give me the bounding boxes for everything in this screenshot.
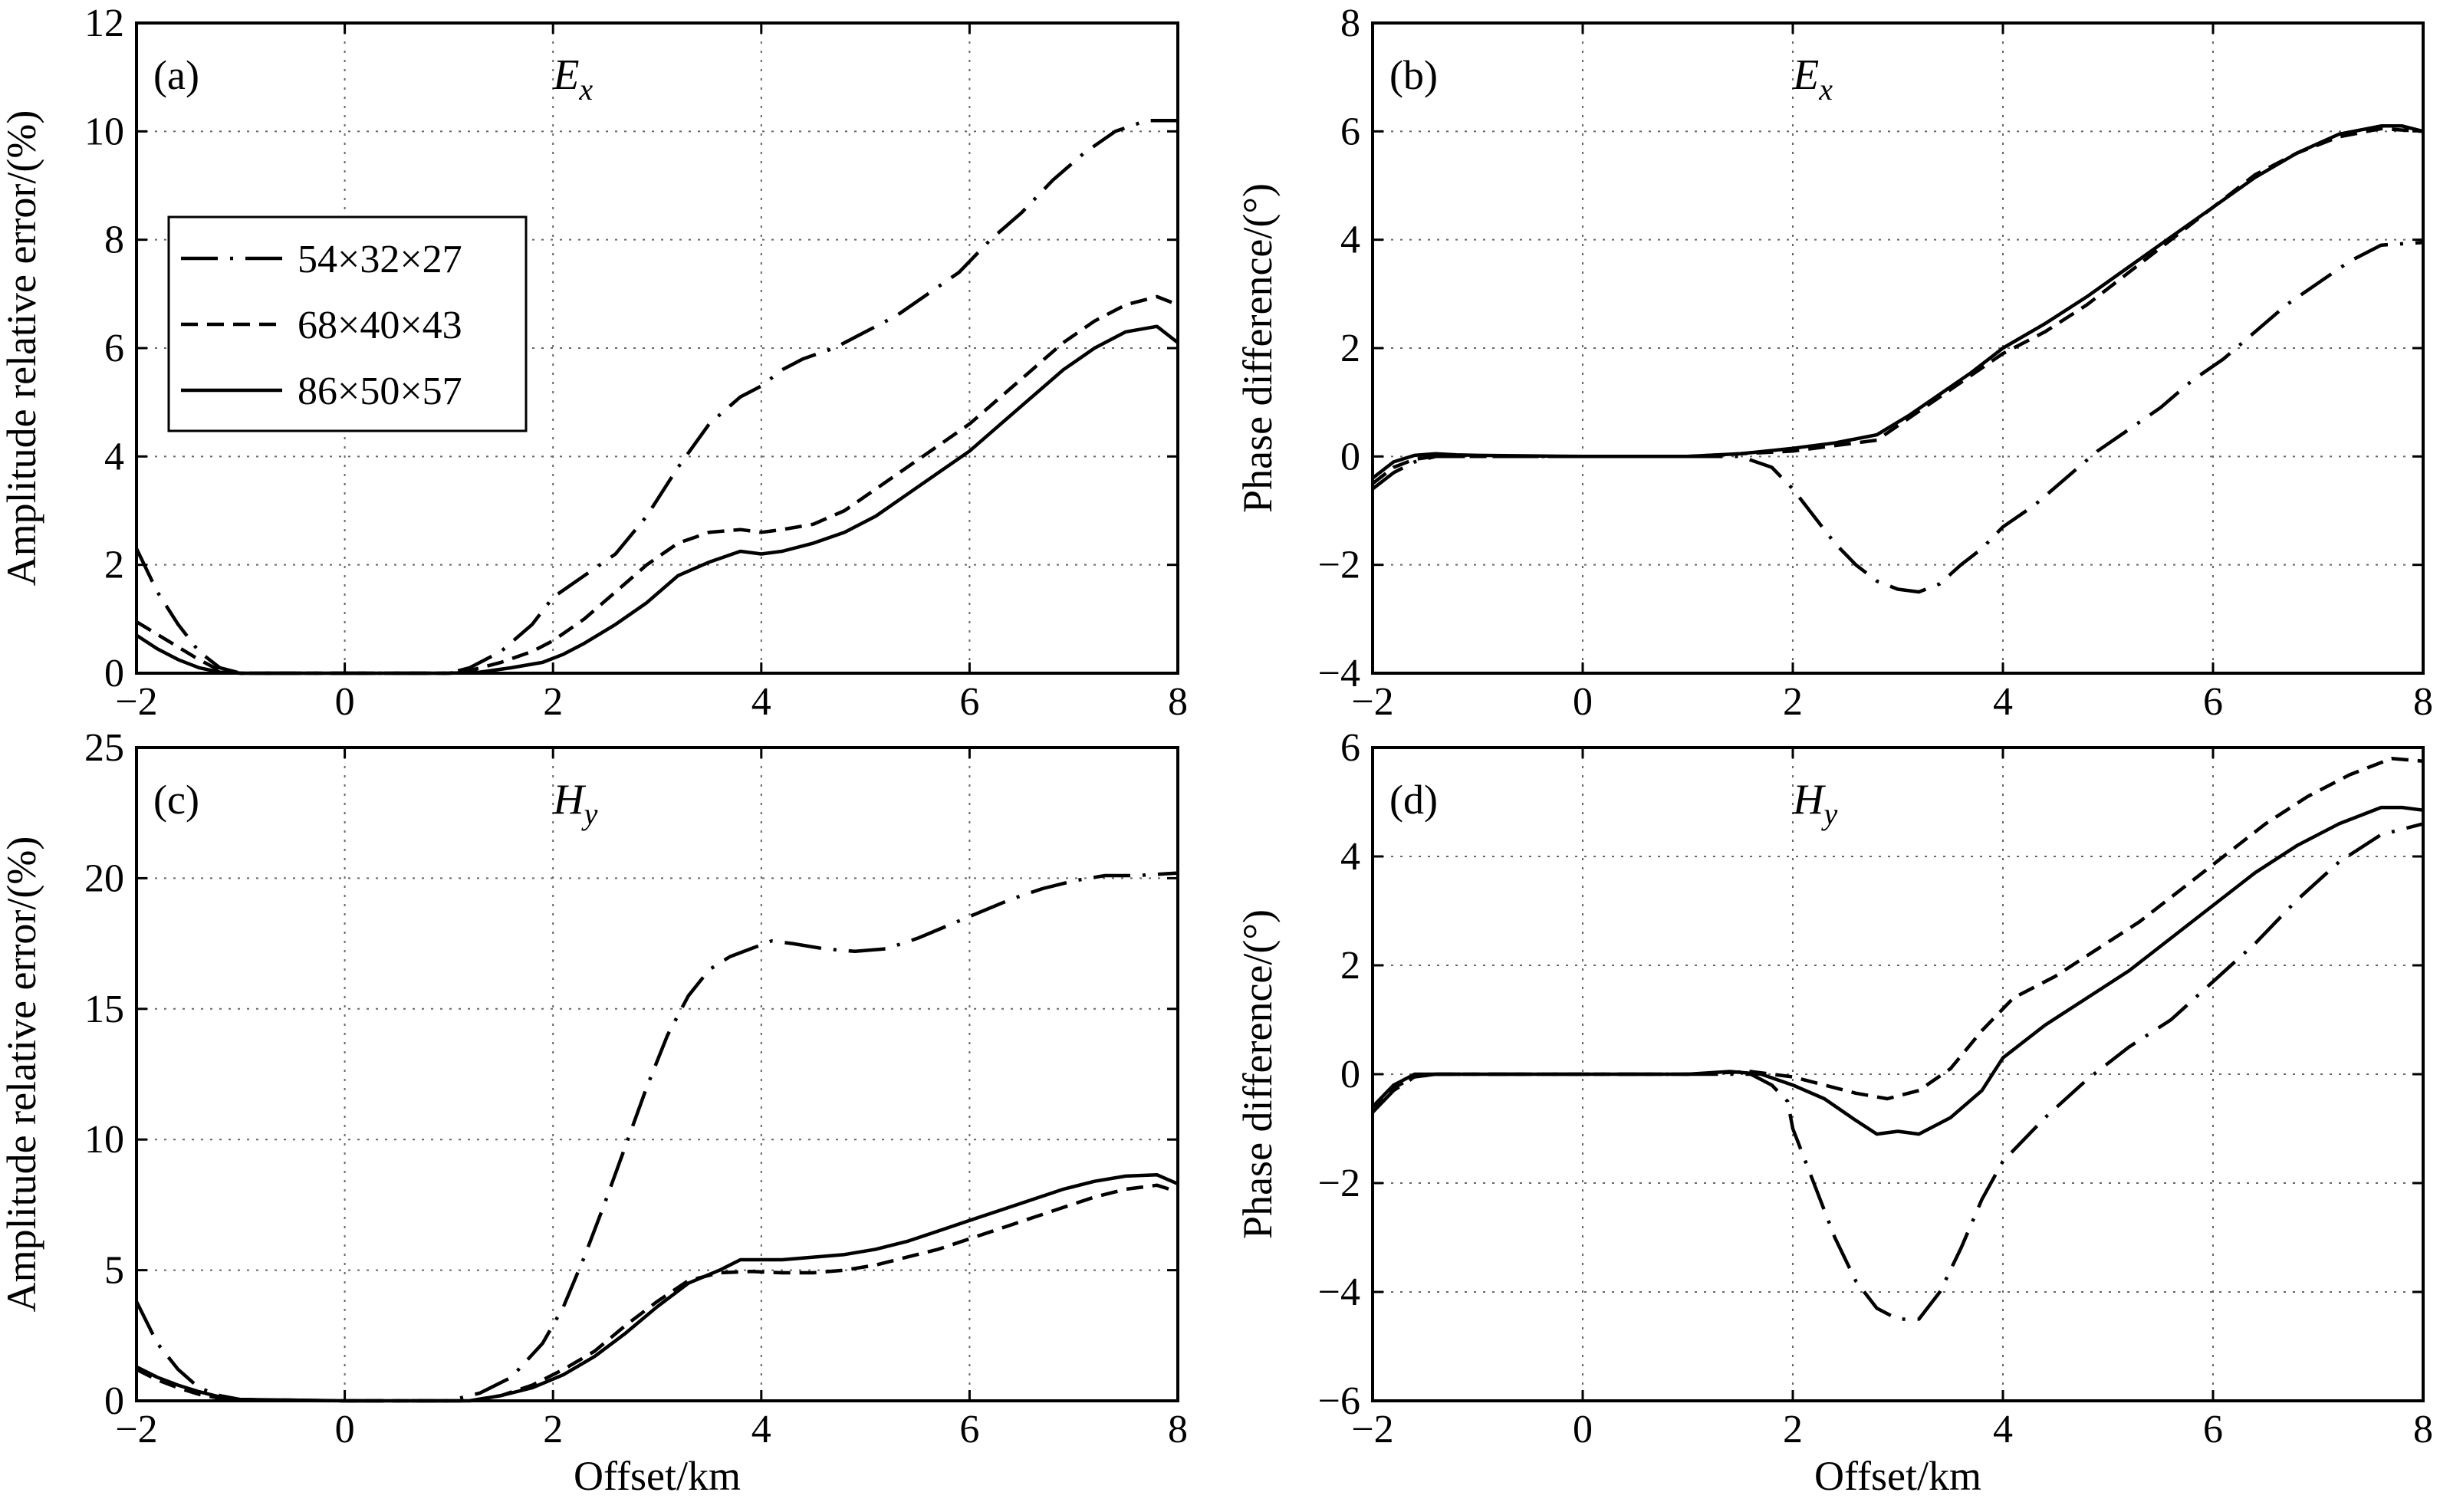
y-tick-label: 8: [1340, 2, 1360, 45]
x-tick-label: 0: [335, 1408, 355, 1451]
y-tick-label: 6: [1340, 726, 1360, 770]
legend-label: 86×50×57: [298, 370, 462, 413]
y-tick-label: 0: [104, 652, 124, 695]
plot-frame: [135, 746, 1179, 1402]
plot-frame: [1371, 21, 2425, 675]
series-54x32x27: [1371, 240, 2424, 594]
y-tick-label: −4: [1318, 1270, 1360, 1314]
y-axis-label: Amplitude relative error/(%): [0, 110, 44, 587]
x-tick-label: 0: [1573, 680, 1593, 724]
y-tick-label: 2: [1340, 944, 1360, 988]
component-main: E: [552, 51, 579, 99]
x-tick-label: 4: [751, 680, 771, 724]
y-tick-label: 0: [1340, 435, 1360, 478]
y-axis-label: Phase difference/(°): [1235, 909, 1281, 1239]
panel-tag: (b): [1389, 52, 1438, 98]
y-tick-label: 4: [1340, 835, 1360, 879]
panel-tag: (a): [153, 52, 199, 98]
x-tick-label: −2: [115, 1408, 157, 1451]
y-tick-label: −6: [1318, 1379, 1360, 1423]
y-tick-label: 10: [84, 110, 124, 153]
y-tick-label: 6: [104, 327, 124, 370]
plot-frame: [1371, 746, 2425, 1402]
series-54x32x27: [1371, 822, 2424, 1321]
series-86x50x57: [1371, 805, 2424, 1136]
x-tick-label: −2: [1351, 1408, 1393, 1451]
x-tick-label: 2: [543, 1408, 563, 1451]
x-tick-label: 4: [751, 1408, 771, 1451]
legend-label: 54×32×27: [298, 238, 462, 281]
x-tick-label: 8: [2413, 1408, 2433, 1451]
x-tick-label: 8: [1168, 1408, 1188, 1451]
y-tick-label: 0: [104, 1379, 124, 1423]
component-label: Ex: [552, 51, 593, 107]
panel-tag: (c): [153, 777, 199, 823]
y-axis-label: Phase difference/(°): [1235, 183, 1281, 513]
series-86x50x57: [1371, 124, 2424, 480]
series-68x40x43: [1371, 756, 2424, 1114]
y-tick-label: 6: [1340, 110, 1360, 153]
series-86x50x57: [135, 1172, 1179, 1403]
legend-box: [167, 215, 528, 432]
x-tick-label: 2: [543, 680, 563, 724]
x-axis-label: Offset/km: [574, 1453, 741, 1499]
y-tick-label: −2: [1318, 1162, 1360, 1205]
legend: 54×32×27 68×40×43 86×50×57: [167, 215, 528, 432]
y-tick-label: −4: [1318, 652, 1360, 695]
y-tick-label: 4: [104, 435, 124, 478]
x-tick-label: 8: [2413, 680, 2433, 724]
x-tick-label: 0: [335, 680, 355, 724]
x-tick-label: 4: [1993, 1408, 2013, 1451]
x-tick-label: −2: [1351, 680, 1393, 724]
x-tick-label: 2: [1783, 680, 1803, 724]
component-sub: y: [1820, 797, 1837, 831]
component-sub: y: [581, 797, 598, 831]
y-tick-label: 10: [84, 1118, 124, 1162]
component-main: H: [552, 776, 586, 823]
y-tick-label: 4: [1340, 219, 1360, 262]
component-label: Hy: [552, 776, 597, 831]
y-tick-label: 15: [84, 988, 124, 1031]
series-68x40x43: [1371, 127, 2424, 485]
y-tick-label: 0: [1340, 1053, 1360, 1096]
series-68x40x43: [135, 1183, 1179, 1403]
x-tick-label: 6: [959, 1408, 979, 1451]
component-sub: x: [578, 72, 593, 107]
y-tick-label: 2: [104, 544, 124, 587]
component-main: H: [1792, 776, 1826, 823]
x-tick-label: 0: [1573, 1408, 1593, 1451]
x-tick-label: 4: [1993, 680, 2013, 724]
legend-label: 68×40×43: [298, 304, 462, 347]
panel-d: −2 0 2 4 6 8 −6 −4 −2 0 2 4 6 (d) Hy Phase difference/(…: [1235, 726, 2433, 1499]
component-sub: x: [1818, 72, 1833, 107]
x-axis-label: Offset/km: [1814, 1453, 1981, 1499]
component-main: E: [1792, 51, 1819, 99]
component-label: Ex: [1792, 51, 1833, 107]
x-tick-label: −2: [115, 680, 157, 724]
component-label: Hy: [1792, 776, 1837, 831]
y-tick-label: 2: [1340, 327, 1360, 370]
x-tick-label: 6: [2203, 680, 2223, 724]
y-tick-label: 8: [104, 219, 124, 262]
x-tick-label: 6: [2203, 1408, 2223, 1451]
y-tick-label: 25: [84, 726, 124, 770]
series-54x32x27: [134, 871, 1179, 1403]
y-tick-label: 12: [84, 2, 124, 45]
y-tick-label: 5: [104, 1249, 124, 1293]
x-tick-label: 6: [959, 680, 979, 724]
y-tick-label: 20: [84, 856, 124, 900]
x-tick-label: 8: [1168, 680, 1188, 724]
x-tick-label: 2: [1783, 1408, 1803, 1451]
y-axis-label: Amplitude relative error/(%): [0, 837, 44, 1313]
y-tick-label: −2: [1318, 544, 1360, 587]
plot-frame: [135, 21, 1179, 675]
panel-tag: (d): [1389, 777, 1438, 823]
